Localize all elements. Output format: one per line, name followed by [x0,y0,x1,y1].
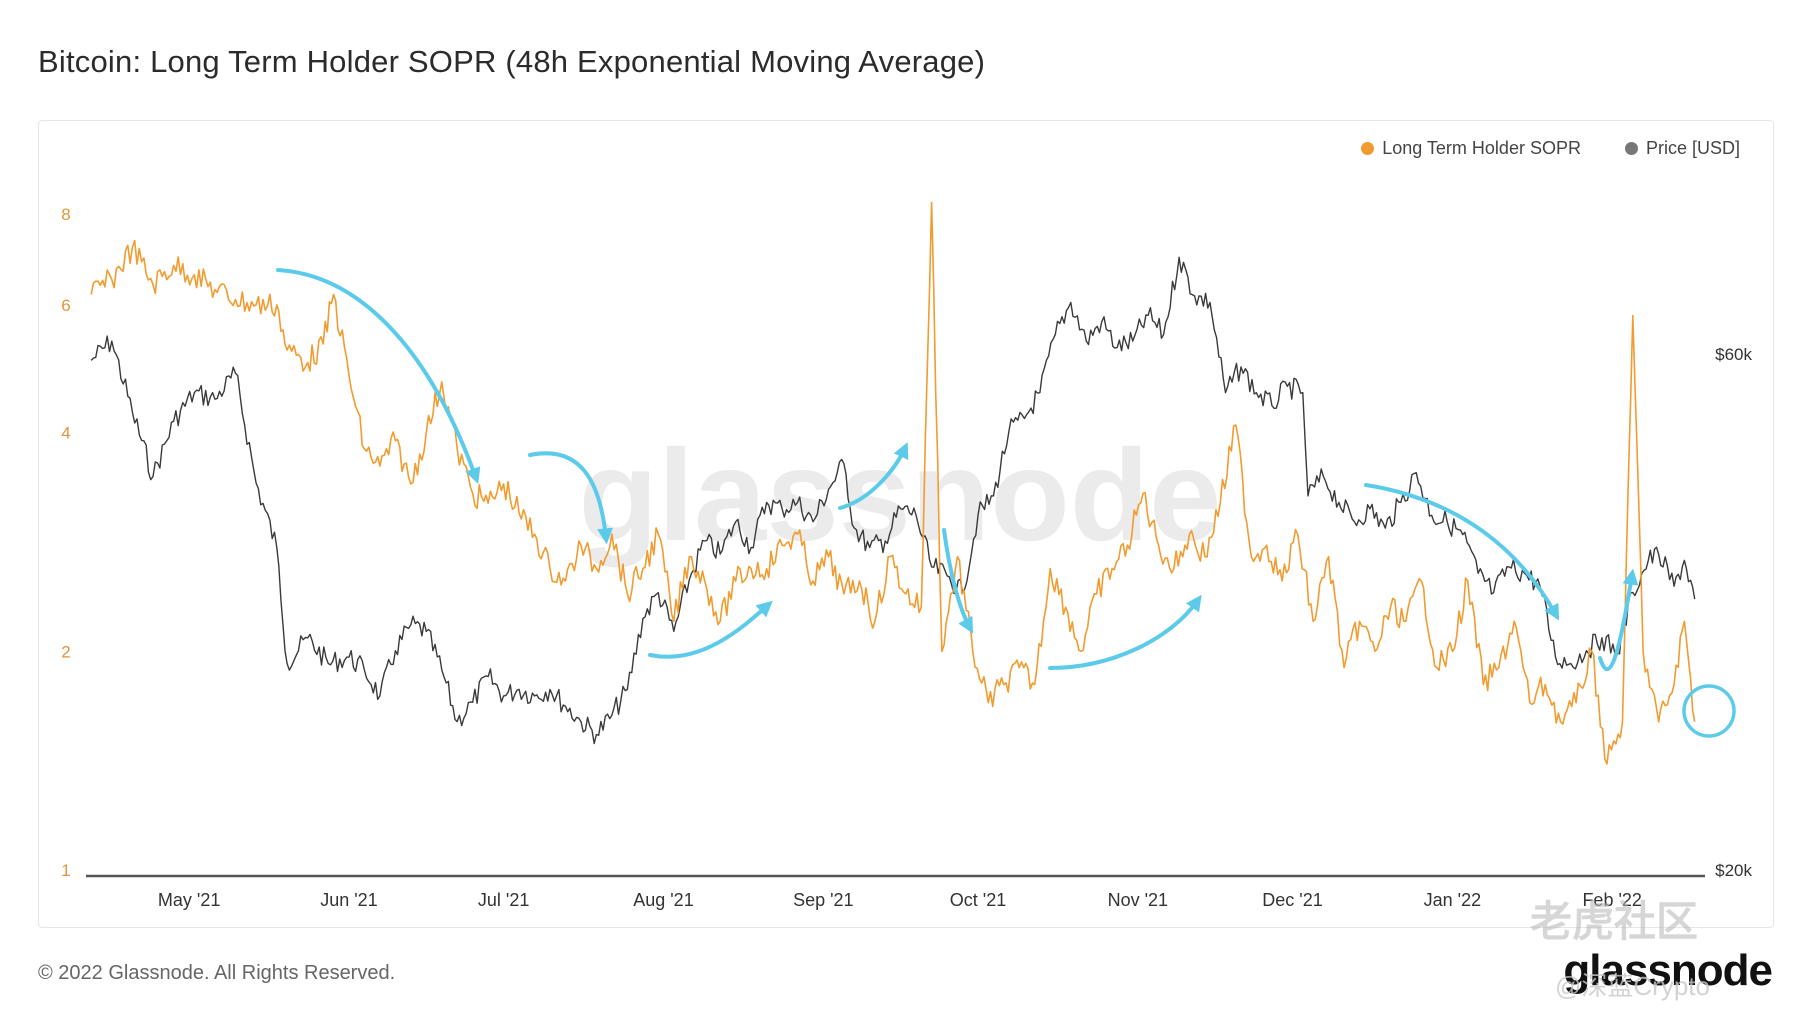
annotation-arrow [1364,483,1560,621]
x-tick-label: Oct '21 [950,890,1006,910]
annotation-group [276,268,1736,738]
footer-copyright: © 2022 Glassnode. All Rights Reserved. [38,962,396,984]
y-left-tick-label: 8 [61,205,70,224]
x-tick-label: Dec '21 [1262,890,1322,910]
x-tick-label: Jul '21 [478,890,529,910]
chart-title: Bitcoin: Long Term Holder SOPR (48h Expo… [38,44,986,79]
watermark-author: @深蓝Crypto [1555,971,1710,1001]
annotation-arrow [648,600,773,659]
legend-label-sopr: Long Term Holder SOPR [1382,138,1581,158]
x-tick-label: Sep '21 [793,890,854,910]
legend-item-price[interactable]: Price [USD] [1624,138,1740,159]
x-tick-label: Feb '22 [1582,890,1641,910]
y-left-tick-label: 1 [61,861,70,880]
annotation-arrow [838,442,909,510]
y-left-tick-label: 2 [61,642,70,661]
x-tick-label: Nov '21 [1108,890,1168,910]
brand-logo: glassnode [1563,946,1773,995]
y-left-tick-label: 4 [61,424,70,443]
price-series-line [90,256,1696,745]
annotation-arrow [942,528,974,634]
x-tick-label: May '21 [158,890,220,910]
annotation-arrow [1048,594,1202,670]
sopr-series-line [90,201,1696,765]
legend-label-price: Price [USD] [1645,138,1740,158]
y-right-tick-label: $60k [1715,345,1752,364]
watermark-glassnode: glassnode [579,422,1222,568]
x-tick-label: Jan '22 [1424,890,1481,910]
y-right-tick-label: $20k [1715,861,1752,880]
chart-frame [38,120,1774,928]
x-tick-label: Aug '21 [633,890,694,910]
annotation-circle [1682,684,1736,738]
watermark-community: 老虎社区 [1530,898,1699,945]
annotation-arrow [1598,568,1639,672]
axes-group: 1 2 4 6 8 $20k $60k May '21 Jun '21 Jul '21 Aug '2… [61,205,1752,910]
legend: Long Term Holder SOPR Price [USD] [1361,138,1740,159]
annotation-arrow [528,451,613,545]
y-left-tick-label: 6 [61,296,70,315]
legend-dot-sopr [1361,142,1375,155]
legend-dot-price [1624,142,1638,155]
price-series-group [90,256,1696,745]
sopr-series-group [90,201,1696,765]
annotation-arrow [276,268,481,485]
legend-item-sopr[interactable]: Long Term Holder SOPR [1361,138,1581,159]
x-tick-label: Jun '21 [320,890,377,910]
